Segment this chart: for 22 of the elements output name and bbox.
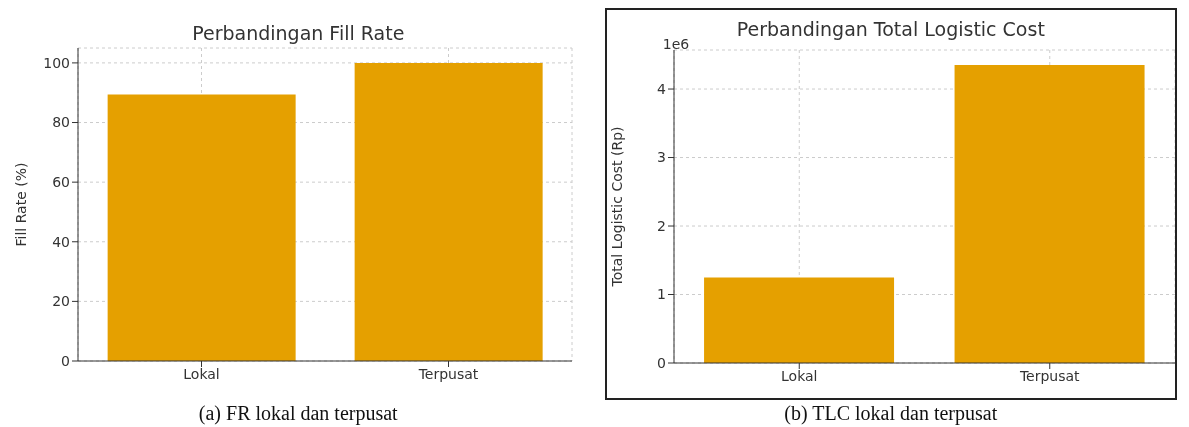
y-tick-label: 100 — [43, 54, 70, 71]
y-tick-label: 40 — [51, 233, 70, 250]
y-tick-label: 0 — [656, 354, 666, 371]
y-tick-label: 4 — [656, 81, 666, 98]
x-tick-label: Terpusat — [1018, 367, 1080, 384]
chart-title: Perbandingan Fill Rate — [191, 22, 406, 44]
y-tick-label: 0 — [60, 352, 70, 369]
y-axis-title: Fill Rate (%) — [12, 162, 29, 247]
y-tick-label: 20 — [51, 293, 70, 310]
annotation: 1e6 — [662, 36, 690, 52]
y-tick-label: 3 — [656, 149, 666, 166]
text: (a) FR lokal dan terpusat — [198, 402, 398, 425]
text: (b) TLC lokal dan terpusat — [784, 402, 998, 425]
x-tick-label: Terpusat — [417, 365, 479, 382]
chart-title: Perbandingan Total Logistic Cost — [736, 18, 1045, 40]
x-tick-label: Lokal — [183, 365, 220, 382]
y-tick-label: 1 — [656, 286, 666, 303]
y-axis-title: Total Logistic Cost (Rp) — [608, 126, 625, 288]
y-tick-label: 2 — [656, 217, 666, 234]
y-tick-label: 80 — [51, 114, 70, 131]
x-tick-label: Lokal — [780, 367, 818, 384]
y-tick-label: 60 — [51, 174, 70, 191]
